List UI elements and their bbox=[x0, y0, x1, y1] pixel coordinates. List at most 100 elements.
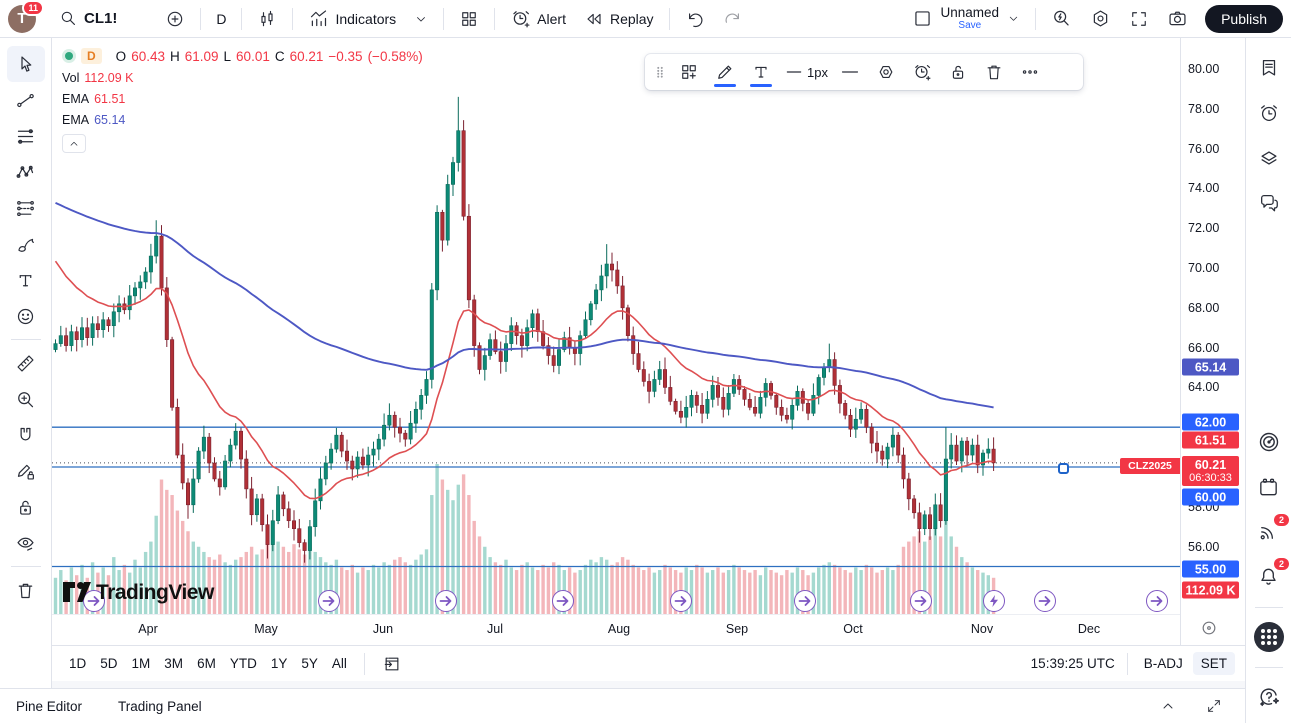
emoji-tool-button[interactable] bbox=[7, 298, 45, 334]
publish-button[interactable]: Publish bbox=[1205, 4, 1283, 33]
range-5y-button[interactable]: 5Y bbox=[294, 652, 325, 675]
pencil-tool-button[interactable] bbox=[707, 56, 743, 88]
range-all-button[interactable]: All bbox=[325, 652, 354, 675]
help-button[interactable] bbox=[1250, 678, 1288, 715]
interval-button[interactable]: D bbox=[207, 4, 235, 34]
line-selection-handle[interactable] bbox=[1058, 463, 1069, 474]
add-alert-button[interactable] bbox=[904, 56, 940, 88]
quick-search-button[interactable] bbox=[1042, 4, 1081, 34]
save-layout-button[interactable]: Unnamed Save bbox=[903, 4, 1030, 34]
price-tick: 64.00 bbox=[1188, 380, 1220, 394]
line-width-button[interactable] bbox=[779, 56, 809, 88]
rollover-marker-icon[interactable] bbox=[1034, 590, 1056, 612]
symbol-search-button[interactable]: CL1! bbox=[50, 4, 126, 34]
tab-trading-panel[interactable]: Trading Panel bbox=[118, 698, 202, 714]
session-button[interactable]: SET bbox=[1192, 652, 1235, 675]
lock-all-tool-button[interactable] bbox=[7, 489, 45, 525]
range-6m-button[interactable]: 6M bbox=[190, 652, 223, 675]
panel-open-button[interactable] bbox=[1153, 694, 1183, 718]
redo-button[interactable] bbox=[714, 4, 752, 34]
toolbar-drag-handle[interactable] bbox=[649, 56, 671, 88]
settings-button[interactable] bbox=[1081, 4, 1120, 34]
brush-tool-button[interactable] bbox=[7, 226, 45, 262]
rollover-marker-icon[interactable] bbox=[794, 590, 816, 612]
panel-maximize-button[interactable] bbox=[1199, 694, 1229, 718]
indicator-templates-button[interactable] bbox=[405, 4, 437, 34]
volume-row[interactable]: Vol 112.09 K bbox=[62, 71, 423, 85]
change-pct-value: (−0.58%) bbox=[367, 48, 423, 64]
rollover-marker-icon[interactable] bbox=[552, 590, 574, 612]
ema-fast-row[interactable]: EMA 61.51 bbox=[62, 92, 423, 106]
ema-slow-row[interactable]: EMA 65.14 bbox=[62, 113, 423, 127]
lock-drawing-button[interactable] bbox=[940, 56, 976, 88]
range-1y-button[interactable]: 1Y bbox=[264, 652, 295, 675]
text-format-button[interactable] bbox=[743, 56, 779, 88]
tradingview-logo-icon bbox=[63, 582, 91, 602]
bolt-marker-icon[interactable] bbox=[983, 590, 1005, 612]
range-1m-button[interactable]: 1M bbox=[125, 652, 158, 675]
rollover-marker-icon[interactable] bbox=[435, 590, 457, 612]
pattern-tool-button[interactable] bbox=[7, 154, 45, 190]
measure-tool-button[interactable] bbox=[7, 345, 45, 381]
streams-button[interactable]: 2 bbox=[1250, 513, 1289, 551]
more-options-button[interactable] bbox=[1012, 56, 1048, 88]
layout-grid-button[interactable] bbox=[450, 4, 488, 34]
trend-line-tool-button[interactable] bbox=[7, 82, 45, 118]
range-5d-button[interactable]: 5D bbox=[93, 652, 124, 675]
goto-date-button[interactable] bbox=[375, 650, 409, 678]
range-ytd-button[interactable]: YTD bbox=[223, 652, 264, 675]
price-axis[interactable]: 80.00 78.00 76.00 74.00 72.00 70.00 68.00 66.00… bbox=[1180, 38, 1245, 645]
watchlist-button[interactable] bbox=[1250, 50, 1288, 87]
user-avatar[interactable]: T 11 bbox=[8, 0, 44, 33]
symbol-status-row[interactable]: D O 60.43 H 61.09 L 60.01 C 60.21 −0.35 (−0.… bbox=[62, 48, 423, 64]
symbol-name: CL1! bbox=[84, 10, 118, 27]
drag-handle-icon bbox=[657, 66, 663, 78]
rollover-marker-icon[interactable] bbox=[83, 590, 105, 612]
time-axis[interactable]: Apr May Jun Jul Aug Sep Oct Nov Dec bbox=[52, 614, 1180, 645]
object-tree-button[interactable] bbox=[1250, 140, 1288, 177]
zoom-in-tool-button[interactable] bbox=[7, 381, 45, 417]
replay-button[interactable]: Replay bbox=[575, 4, 663, 34]
notifications-button[interactable]: 2 bbox=[1250, 558, 1289, 595]
legend-collapse-button[interactable] bbox=[62, 134, 86, 153]
hide-drawings-tool-button[interactable] bbox=[7, 525, 45, 561]
range-1d-button[interactable]: 1D bbox=[62, 652, 93, 675]
remove-drawings-button[interactable] bbox=[7, 572, 45, 608]
chat-button[interactable] bbox=[1250, 185, 1288, 222]
fullscreen-button[interactable] bbox=[1120, 4, 1158, 34]
draw-lock-tool-button[interactable] bbox=[7, 453, 45, 489]
fib-tool-button[interactable] bbox=[7, 118, 45, 154]
rollover-marker-icon[interactable] bbox=[910, 590, 932, 612]
technicals-button[interactable] bbox=[1250, 424, 1288, 461]
text-tool-button[interactable] bbox=[7, 262, 45, 298]
tab-pine-editor[interactable]: Pine Editor bbox=[16, 698, 83, 714]
chevron-down-icon bbox=[1009, 16, 1018, 21]
chart-style-button[interactable] bbox=[248, 4, 286, 34]
forecast-tool-button[interactable] bbox=[7, 190, 45, 226]
scroll-to-recent-button[interactable] bbox=[1199, 618, 1219, 638]
snapshot-button[interactable] bbox=[1158, 4, 1197, 34]
all-apps-button[interactable] bbox=[1250, 618, 1288, 655]
chart-pane[interactable]: D O 60.43 H 61.09 L 60.01 C 60.21 −0.35 (−0.… bbox=[52, 38, 1180, 645]
drawing-settings-button[interactable] bbox=[868, 56, 904, 88]
rollover-marker-icon[interactable] bbox=[318, 590, 340, 612]
compare-add-button[interactable] bbox=[156, 4, 194, 34]
month-label: Sep bbox=[725, 622, 749, 636]
alert-button[interactable]: Alert bbox=[501, 4, 575, 34]
delete-drawing-button[interactable] bbox=[976, 56, 1012, 88]
range-3m-button[interactable]: 3M bbox=[157, 652, 190, 675]
line-width-value[interactable]: 1px bbox=[807, 64, 828, 80]
ruler-icon bbox=[17, 354, 34, 372]
cursor-tool-button[interactable] bbox=[6, 46, 45, 82]
line-style-button[interactable] bbox=[832, 56, 868, 88]
calendar-button[interactable] bbox=[1250, 469, 1288, 506]
indicators-button[interactable]: Indicators bbox=[299, 4, 405, 34]
clock[interactable]: 15:39:25 UTC bbox=[1030, 656, 1115, 671]
rollover-marker-icon[interactable] bbox=[1146, 590, 1168, 612]
adjustment-button[interactable]: B-ADJ bbox=[1140, 652, 1187, 675]
template-button[interactable] bbox=[671, 56, 707, 88]
rollover-marker-icon[interactable] bbox=[670, 590, 692, 612]
magnet-tool-button[interactable] bbox=[7, 417, 45, 453]
alerts-panel-button[interactable] bbox=[1250, 95, 1288, 132]
undo-button[interactable] bbox=[676, 4, 714, 34]
